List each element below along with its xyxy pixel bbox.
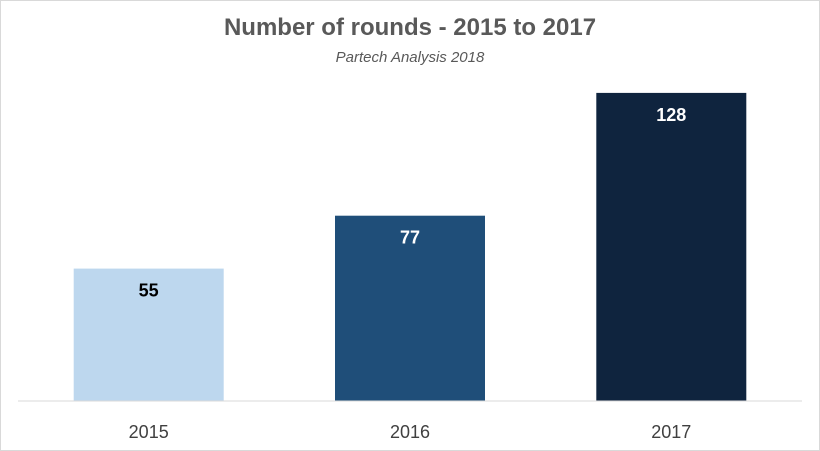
chart-title: Number of rounds - 2015 to 2017 [223,14,597,41]
bar-2015 [73,268,224,401]
x-tick-labels: 2015 2016 2017 [129,422,692,442]
data-label-2016: 77 [400,228,420,248]
x-tick-label-2015: 2015 [129,422,169,442]
bars-group: 55 77 128 [73,92,747,402]
bar-2017 [596,92,747,402]
x-tick-label-2017: 2017 [651,422,691,442]
data-label-2017: 128 [656,105,686,125]
bar-2016 [335,215,485,401]
data-label-2015: 55 [139,281,159,301]
x-tick-label-2016: 2016 [390,422,430,442]
chart-subtitle: Partech Analysis 2018 [335,49,485,66]
